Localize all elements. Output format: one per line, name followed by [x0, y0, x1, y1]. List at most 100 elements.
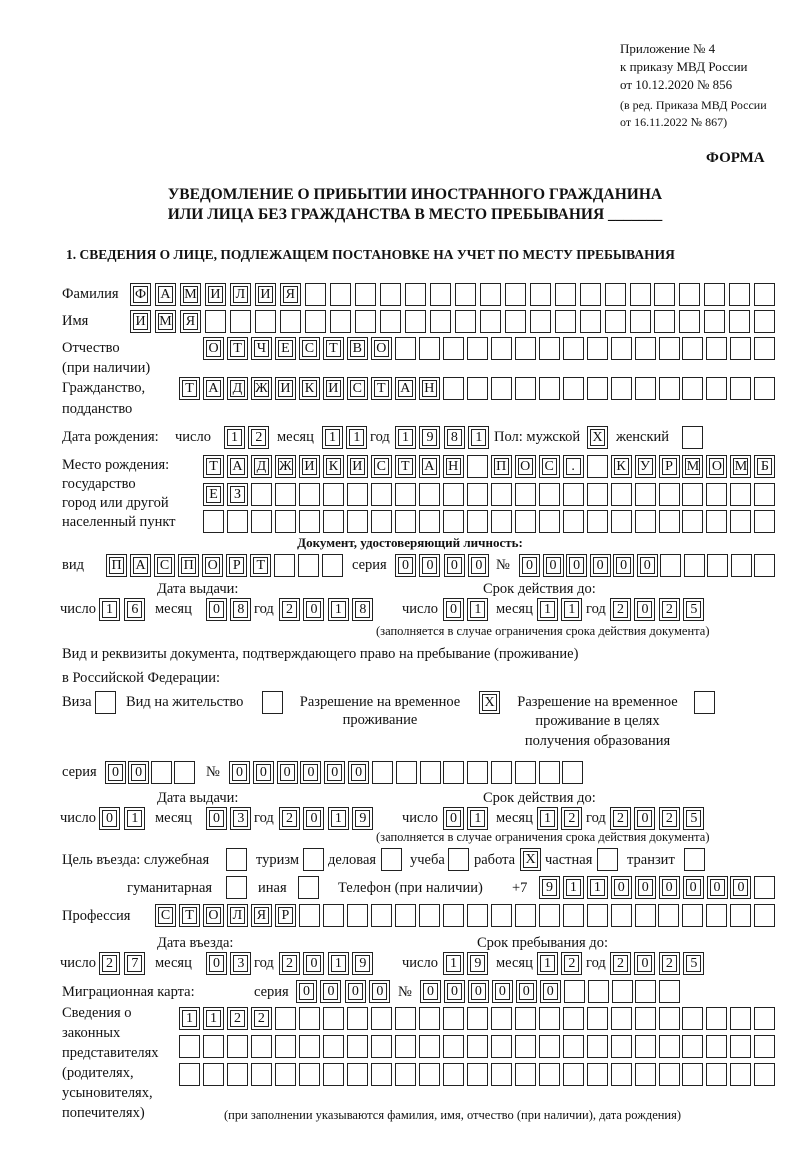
char-cell[interactable]: Т — [178, 904, 200, 927]
char-cell[interactable] — [274, 510, 296, 533]
char-cell[interactable]: К — [610, 455, 632, 478]
char-cell[interactable] — [586, 483, 608, 506]
trp-checkbox[interactable]: X — [479, 691, 501, 714]
char-cell[interactable]: 0 — [348, 761, 370, 784]
char-cell[interactable]: 0 — [419, 554, 441, 577]
char-cell[interactable] — [538, 377, 560, 400]
char-cell[interactable]: И — [346, 455, 368, 478]
char-cell[interactable]: 0 — [99, 807, 120, 830]
char-cell[interactable] — [250, 1035, 272, 1058]
char-cell[interactable] — [562, 904, 584, 927]
char-cell[interactable]: 9 — [352, 952, 374, 975]
char-cell[interactable] — [298, 1007, 320, 1030]
char-cell[interactable] — [429, 283, 451, 306]
char-cell[interactable] — [634, 483, 656, 506]
char-cell[interactable] — [586, 337, 608, 360]
char-cell[interactable] — [754, 377, 776, 400]
purpose-business-checkbox[interactable] — [381, 848, 403, 871]
purpose-humanitarian-checkbox[interactable] — [226, 876, 248, 899]
char-cell[interactable]: 0 — [105, 761, 126, 784]
char-cell[interactable] — [394, 1035, 416, 1058]
char-cell[interactable] — [490, 510, 512, 533]
char-cell[interactable]: 0 — [634, 952, 656, 975]
char-cell[interactable]: Н — [418, 377, 440, 400]
char-cell[interactable] — [226, 1035, 248, 1058]
char-cell[interactable]: К — [322, 455, 344, 478]
char-cell[interactable]: 2 — [279, 598, 300, 621]
char-cell[interactable]: Д — [226, 377, 248, 400]
char-cell[interactable]: 1 — [327, 807, 349, 830]
char-cell[interactable]: 0 — [610, 876, 632, 899]
char-cell[interactable] — [754, 1063, 776, 1086]
char-cell[interactable]: И — [130, 310, 151, 333]
char-cell[interactable]: Т — [322, 337, 344, 360]
char-cell[interactable] — [754, 310, 776, 333]
char-cell[interactable] — [442, 337, 464, 360]
char-cell[interactable] — [682, 377, 704, 400]
char-cell[interactable]: 0 — [443, 554, 465, 577]
char-cell[interactable]: А — [394, 377, 416, 400]
char-cell[interactable] — [538, 510, 560, 533]
char-cell[interactable]: 1 — [327, 952, 349, 975]
purpose-transit-checkbox[interactable] — [684, 848, 706, 871]
char-cell[interactable] — [442, 510, 464, 533]
char-cell[interactable] — [514, 1063, 536, 1086]
char-cell[interactable]: 2 — [610, 952, 631, 975]
char-cell[interactable] — [419, 761, 441, 784]
char-cell[interactable] — [754, 904, 776, 927]
char-cell[interactable] — [418, 1035, 440, 1058]
char-cell[interactable] — [298, 483, 320, 506]
char-cell[interactable] — [394, 1063, 416, 1086]
char-cell[interactable]: 0 — [566, 554, 588, 577]
char-cell[interactable] — [304, 310, 326, 333]
checkbox-cell[interactable] — [298, 876, 319, 899]
char-cell[interactable] — [504, 310, 526, 333]
char-cell[interactable] — [754, 337, 776, 360]
char-cell[interactable]: Е — [203, 483, 224, 506]
char-cell[interactable] — [729, 310, 751, 333]
char-cell[interactable]: 0 — [420, 980, 441, 1003]
char-cell[interactable] — [514, 337, 536, 360]
char-cell[interactable] — [562, 1007, 584, 1030]
char-cell[interactable] — [514, 377, 536, 400]
char-cell[interactable] — [634, 1035, 656, 1058]
char-cell[interactable] — [274, 1035, 296, 1058]
char-cell[interactable]: 2 — [279, 807, 300, 830]
char-cell[interactable] — [370, 1035, 392, 1058]
char-cell[interactable] — [538, 483, 560, 506]
char-cell[interactable]: 8 — [352, 598, 374, 621]
char-cell[interactable] — [679, 283, 701, 306]
char-cell[interactable] — [586, 1035, 608, 1058]
visa-checkbox[interactable] — [95, 691, 117, 714]
char-cell[interactable] — [658, 377, 680, 400]
reps-field-2[interactable] — [179, 1035, 776, 1058]
char-cell[interactable] — [514, 483, 536, 506]
char-cell[interactable]: 0 — [589, 554, 611, 577]
char-cell[interactable]: 2 — [658, 952, 680, 975]
char-cell[interactable] — [514, 510, 536, 533]
char-cell[interactable] — [404, 310, 426, 333]
char-cell[interactable] — [370, 510, 392, 533]
char-cell[interactable] — [346, 510, 368, 533]
char-cell[interactable] — [586, 904, 608, 927]
char-cell[interactable] — [610, 483, 632, 506]
char-cell[interactable] — [610, 1063, 632, 1086]
char-cell[interactable]: 0 — [682, 876, 704, 899]
char-cell[interactable]: Д — [250, 455, 272, 478]
char-cell[interactable]: 0 — [229, 761, 250, 784]
char-cell[interactable] — [298, 904, 320, 927]
char-cell[interactable] — [466, 1035, 488, 1058]
char-cell[interactable]: 1 — [537, 952, 558, 975]
char-cell[interactable] — [730, 1035, 752, 1058]
